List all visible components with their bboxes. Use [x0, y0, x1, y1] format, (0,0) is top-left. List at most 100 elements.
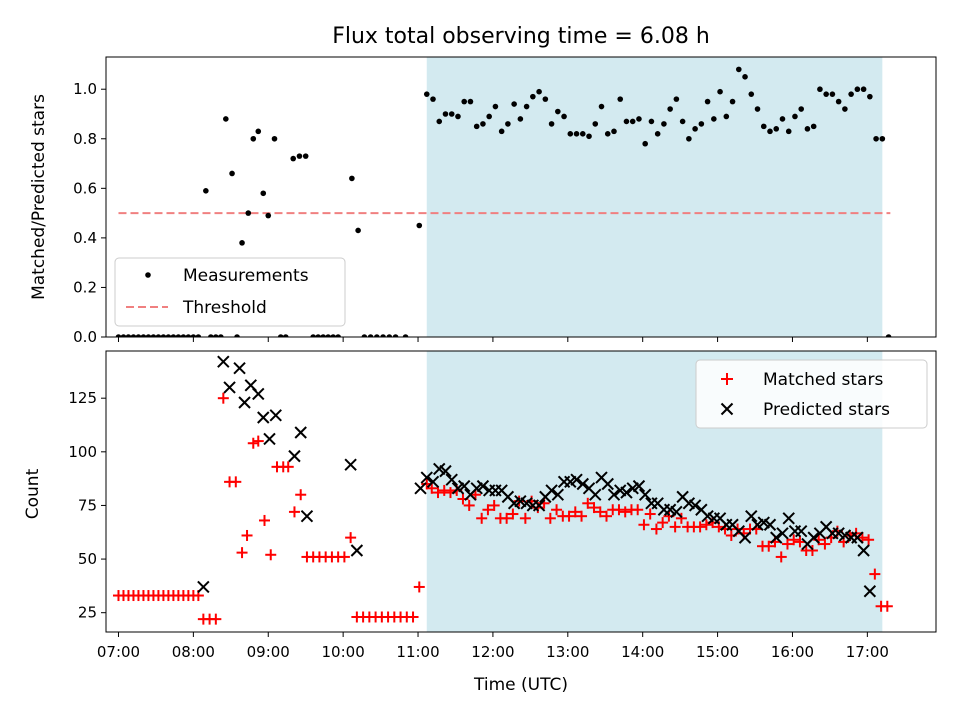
y-tick-label: 0.2 [73, 278, 97, 296]
measurement-point [498, 128, 505, 135]
matched-star-point [438, 484, 450, 496]
measurement-point [320, 334, 326, 337]
matched-star-point [210, 613, 222, 625]
measurement-point [245, 210, 252, 216]
x-tick-label: 14:00 [621, 643, 664, 661]
measurement-point [125, 334, 132, 337]
matched-star-point [806, 544, 818, 556]
x-tick-label: 11:00 [396, 643, 439, 661]
y-tick-label: 0.0 [73, 328, 97, 346]
x-tick-label: 07:00 [97, 643, 140, 661]
measurement-point [842, 106, 848, 112]
matched-star-point [259, 514, 271, 526]
matched-star-point [650, 523, 662, 535]
measurement-point [223, 116, 229, 122]
matched-star-point [501, 512, 513, 524]
measurement-point [611, 128, 617, 135]
measurement-point [448, 111, 455, 117]
predicted-star-point [300, 509, 314, 523]
matched-star-point [338, 551, 350, 563]
matched-star-point [594, 506, 606, 518]
measurement-point [155, 334, 162, 337]
measurement-point [873, 135, 879, 142]
predicted-star-point [807, 531, 820, 544]
measurement-point [170, 334, 177, 337]
matched-star-point [282, 461, 294, 473]
measurement-point [234, 334, 240, 337]
matched-star-point [544, 512, 556, 524]
legend-predicted-marker [720, 402, 734, 416]
measurement-point [486, 113, 492, 120]
measurement-point [667, 106, 673, 112]
measurement-point [798, 106, 805, 112]
measurement-point [277, 334, 284, 337]
predicted-star-point [252, 387, 265, 401]
matched-star-point [582, 497, 594, 509]
measurement-point [823, 91, 829, 97]
measurement-point [265, 212, 272, 219]
measurement-point [325, 334, 331, 337]
matched-star-point [519, 512, 531, 524]
measurement-point [555, 108, 561, 115]
measurement-point [717, 88, 723, 95]
measurement-point [530, 93, 536, 100]
plot-area [115, 66, 892, 337]
matched-star-point [794, 536, 806, 548]
measurement-point [140, 334, 147, 337]
ratio-panel: 0.0 0.2 0.4 0.6 0.8 1.0 Measurements Threshold [73, 56, 937, 346]
measurement-point [673, 96, 680, 102]
matched-star-point [775, 551, 787, 563]
measurement-point [492, 103, 499, 110]
measurement-point [729, 98, 736, 105]
measurement-point [748, 91, 755, 97]
measurement-point [523, 103, 530, 110]
measurement-point [679, 118, 686, 125]
legend-measurements-label: Measurements [183, 266, 309, 286]
measurement-point [698, 121, 705, 127]
matched-star-point [265, 549, 277, 561]
measurement-point [573, 131, 580, 137]
x-tick-label: 15:00 [696, 643, 739, 661]
matched-star-point [217, 392, 229, 404]
measurement-point [310, 334, 316, 337]
predicted-star-point [589, 488, 602, 501]
measurement-point [361, 334, 368, 337]
measurement-point [773, 126, 780, 132]
measurement-point [195, 334, 202, 337]
predicted-star-point [851, 531, 864, 544]
measurement-point [380, 334, 386, 337]
bottom-y-axis-label: Count [23, 468, 43, 519]
measurement-point [586, 133, 592, 140]
measurement-point [848, 91, 854, 97]
predicted-star-point [414, 482, 427, 495]
measurement-point [817, 86, 823, 93]
y-tick-label: 0.8 [73, 130, 97, 148]
measurement-point [423, 91, 430, 97]
predicted-star-point [570, 473, 583, 486]
y-tick-label: 0.6 [73, 179, 97, 197]
predicted-star-point [476, 479, 490, 493]
matched-star-point [588, 502, 600, 514]
predicted-star-point [670, 505, 683, 519]
measurement-point [282, 334, 289, 337]
matched-star-point [463, 499, 475, 511]
matched-star-point [551, 504, 563, 516]
matched-star-point [252, 435, 264, 447]
matched-star-point [675, 512, 687, 524]
matched-star-point [600, 510, 612, 522]
matched-star-point [657, 517, 669, 529]
top-axes-frame [105, 56, 937, 338]
measurement-point [335, 334, 341, 337]
matched-star-point [869, 568, 881, 580]
predicted-star-point [350, 544, 364, 557]
matched-star-point [788, 534, 800, 546]
measurement-point [349, 175, 355, 182]
measurement-point [511, 101, 517, 107]
matched-star-point [247, 437, 259, 449]
predicted-star-point [458, 479, 471, 493]
legend-predicted-label: Predicted stars [763, 400, 890, 420]
top-legend: Measurements Threshold [114, 257, 346, 327]
x-tick-label: 17:00 [846, 643, 889, 661]
measurement-point [402, 334, 409, 337]
measurement-point [723, 113, 730, 120]
